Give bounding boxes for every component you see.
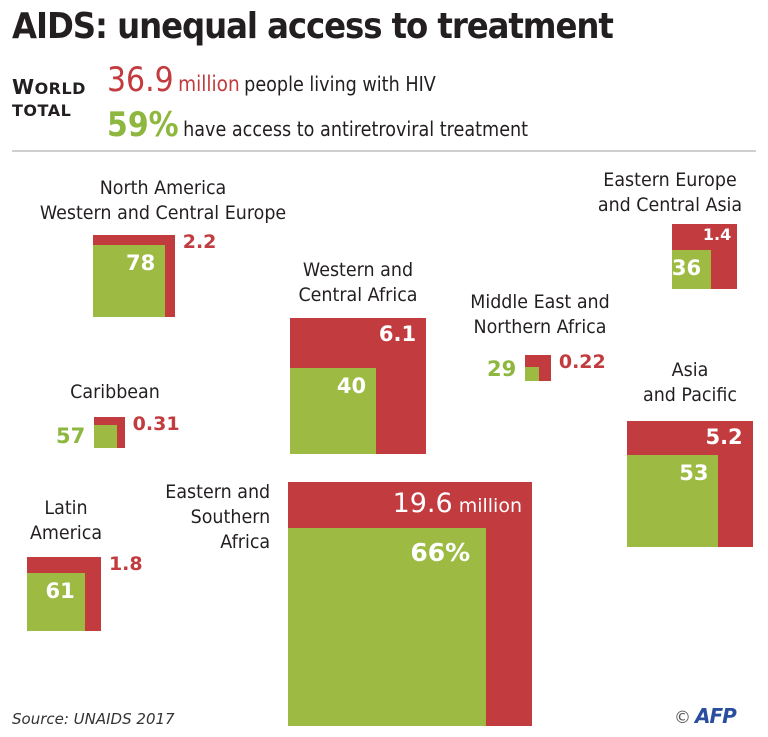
treatment-square-mena [525,366,539,381]
hiv-square-caribbean [94,417,125,448]
total-hiv-desc: people living with HIV [244,72,436,96]
total-hiv-value: 36.9 [107,60,174,100]
treatment-square-ap: 53 [627,455,719,547]
hiv-value-label-eeca: 1.4 [702,225,732,244]
hiv-value-label-caribbean: 0.31 [132,413,180,435]
treatment-square-caribbean [94,424,118,448]
access-value-label-ap: 53 [679,461,709,486]
hiv-value-label-esa: 19.6 million [392,488,522,519]
access-value-label-eeca: 36 [671,256,702,281]
world-label-line-2: Total [12,101,72,120]
region-label-na-wce: North America Western and Central Europe [39,177,287,224]
region-label-mena: Middle East and Northern Africa [470,291,610,338]
hiv-value-label-la: 1.8 [108,553,143,575]
treatment-square-wca: 40 [290,368,377,455]
header-divider [12,150,756,152]
treatment-square-na-wce: 78 [93,244,166,317]
copyright-icon: © [674,708,691,728]
chart-title: AIDS: unequal access to treatment [12,6,614,47]
hiv-square-wca: 40 6.1 [290,318,427,455]
total-access-value: 59% [107,105,179,145]
total-access-stat: 59% have access to antiretroviral treatm… [107,105,528,145]
hiv-square-esa: 66% 19.6 million [288,482,532,726]
hiv-square-ap: 53 5.2 [627,421,753,547]
total-hiv-stat: 36.9 million people living with HIV [107,60,436,100]
total-access-desc: have access to antiretroviral treatment [183,117,529,141]
access-value-label-mena: 29 [487,356,517,381]
access-value-label-wca: 40 [336,374,367,399]
access-value-label-na-wce: 78 [125,250,156,275]
total-hiv-unit: million [178,72,240,96]
hiv-value-label-ap: 5.2 [705,425,743,449]
region-label-eeca: Eastern Europe and Central Asia [597,169,743,216]
afp-logo: AFP [695,704,737,728]
region-label-caribbean: Caribbean [70,381,160,403]
region-label-esa: Eastern and Southern Africa [165,481,271,553]
treatment-square-eeca: 36 [671,250,712,290]
hiv-square-eeca: 36 1.4 [671,224,738,290]
hiv-square-na-wce: 78 [93,235,175,317]
region-label-wca: Western and Central Africa [298,259,418,306]
access-value-label-esa: 66% [410,537,471,567]
source-note: Source: UNAIDS 2017 [12,710,175,728]
world-total-label: World Total [12,76,86,122]
access-value-label-caribbean: 57 [56,423,86,448]
hiv-square-mena [525,355,551,381]
world-label-line-1: World [12,75,86,99]
hiv-unit-label-esa: million [458,495,522,517]
region-label-la: Latin America [29,497,103,544]
hiv-value-label-na-wce: 2.2 [182,231,217,253]
access-value-label-la: 61 [45,579,75,604]
treatment-square-esa: 66% [288,527,487,726]
afp-credit: © AFP [674,704,737,728]
hiv-square-la: 61 [27,557,101,631]
region-label-ap: Asia and Pacific [642,359,737,406]
hiv-value-label-mena: 0.22 [558,351,606,373]
treatment-square-la: 61 [27,573,85,631]
hiv-value-label-wca: 6.1 [378,322,417,346]
